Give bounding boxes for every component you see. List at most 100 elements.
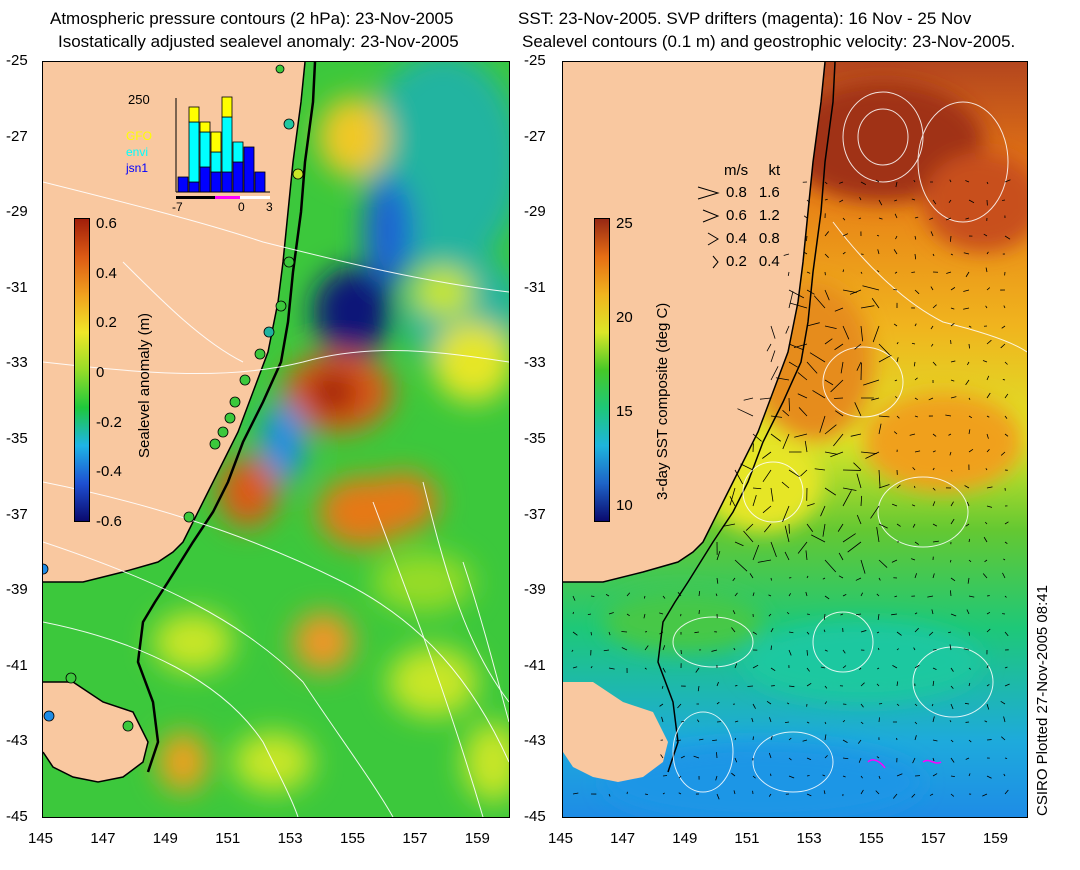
- velocity-arrow: [763, 523, 772, 533]
- velocity-ms: 0.8: [726, 184, 747, 201]
- velocity-arrow: [860, 559, 866, 574]
- australia-mainland-right: [563, 62, 825, 582]
- velocity-arrow: [858, 757, 862, 763]
- velocity-arrow: [1004, 683, 1010, 687]
- velocity-arrow: [834, 343, 844, 351]
- velocity-arrow: [834, 410, 844, 417]
- velocity-arrow: [931, 703, 934, 707]
- velocity-arrow: [893, 249, 898, 255]
- velocity-arrow: [608, 612, 614, 615]
- velocity-arrow: [1004, 757, 1008, 759]
- left-lat-tick: -43: [6, 732, 28, 750]
- velocity-arrow: [749, 573, 754, 579]
- velocity-arrow: [932, 304, 937, 309]
- velocity-arrow: [643, 595, 646, 599]
- velocity-arrow: [892, 665, 898, 669]
- velocity-arrow: [856, 473, 862, 489]
- velocity-arrow: [878, 469, 881, 488]
- velocity-arrow: [842, 739, 848, 743]
- velocity-arrow: [985, 267, 988, 273]
- velocity-arrow: [893, 323, 898, 327]
- velocity-arrow: [752, 775, 756, 779]
- velocity-arrow: [859, 667, 862, 671]
- right-lon-tick: 145: [548, 830, 574, 847]
- velocity-arrow: [661, 716, 664, 723]
- velocity-arrow: [838, 575, 844, 579]
- velocity-arrow: [783, 253, 790, 256]
- velocity-arrow: [747, 685, 754, 687]
- velocity-arrow: [752, 631, 758, 635]
- velocity-arrow: [572, 595, 576, 601]
- velocity-arrow: [945, 414, 952, 417]
- tide-gauge-markers: [43, 64, 304, 732]
- velocity-arrow: [849, 289, 862, 295]
- velocity-arrow: [965, 757, 970, 760]
- velocity-arrow: [891, 503, 898, 507]
- velocity-arrow: [805, 550, 808, 561]
- velocity-kt: 0.8: [758, 230, 780, 247]
- velocity-arrow: [590, 631, 592, 636]
- velocity-arrow: [806, 667, 810, 672]
- velocity-arrow: [856, 514, 862, 525]
- velocity-arrow: [813, 295, 826, 309]
- velocity-arrow: [1004, 415, 1008, 419]
- velocity-arrow: [820, 666, 826, 669]
- velocity-arrow: [770, 735, 773, 741]
- velocity-legend-row: 0.6 1.2: [696, 207, 796, 224]
- left-lat-tick: -41: [6, 656, 28, 674]
- velocity-arrow: [803, 251, 808, 255]
- velocity-arrow: [734, 559, 748, 572]
- velocity-arrow: [878, 559, 888, 568]
- velocity-arrow: [863, 379, 880, 386]
- velocity-arrow: [982, 360, 988, 363]
- velocity-arrow: [894, 213, 898, 219]
- histogram-x-tick: 0: [238, 200, 245, 214]
- velocity-arrow: [860, 451, 877, 455]
- velocity-arrow: [860, 682, 865, 687]
- velocity-arrow: [968, 773, 971, 777]
- velocity-arrow: [716, 550, 721, 561]
- velocity-arrow: [729, 487, 736, 506]
- right-title-line2: Sealevel contours (0.1 m) and geostrophi…: [522, 32, 1016, 51]
- velocity-arrow: [894, 199, 898, 202]
- velocity-arrow: [950, 360, 956, 363]
- left-lon-tick: 151: [215, 830, 241, 847]
- velocity-arrow: [605, 594, 610, 597]
- velocity-arrow: [878, 423, 882, 435]
- left-lat-tick: -35: [6, 430, 28, 447]
- velocity-arrow: [823, 629, 826, 633]
- velocity-arrow: [731, 627, 736, 633]
- velocity-arrow: [894, 396, 898, 399]
- velocity-arrow: [860, 271, 863, 274]
- velocity-arrow: [872, 325, 880, 343]
- histogram-bar: [210, 151, 222, 173]
- velocity-arrow: [762, 469, 772, 483]
- velocity-arrow: [752, 494, 757, 507]
- left-lat-tick: -31: [6, 278, 28, 296]
- geostrophic-velocity-arrows: [571, 179, 1011, 800]
- velocity-arrow: [805, 235, 808, 242]
- velocity-arrow: [677, 591, 682, 597]
- left-lon-tick: 149: [152, 830, 178, 847]
- velocity-arrow: [964, 702, 970, 705]
- histogram-ymax-label: 250: [128, 92, 150, 107]
- velocity-arrow: [752, 592, 755, 597]
- velocity-arrow: [716, 752, 718, 759]
- left-colorbar: [74, 218, 90, 522]
- velocity-arrow: [659, 631, 664, 635]
- velocity-arrow: [986, 449, 990, 453]
- velocity-arrow: [985, 468, 988, 471]
- velocity-arrow: [986, 611, 991, 615]
- velocity-arrow: [914, 323, 917, 327]
- velocity-arrow: [798, 407, 808, 417]
- velocity-arrow: [853, 462, 862, 471]
- velocity-arrow: [1003, 773, 1006, 777]
- velocity-arrow: [968, 559, 972, 563]
- velocity-arrow: [800, 469, 808, 477]
- velocity-arrow: [806, 775, 810, 777]
- velocity-arrow: [984, 521, 988, 525]
- velocity-arrow: [770, 773, 772, 777]
- velocity-arrow: [837, 523, 844, 532]
- left-lon-tick: 147: [90, 830, 116, 847]
- velocity-arrow: [822, 523, 826, 537]
